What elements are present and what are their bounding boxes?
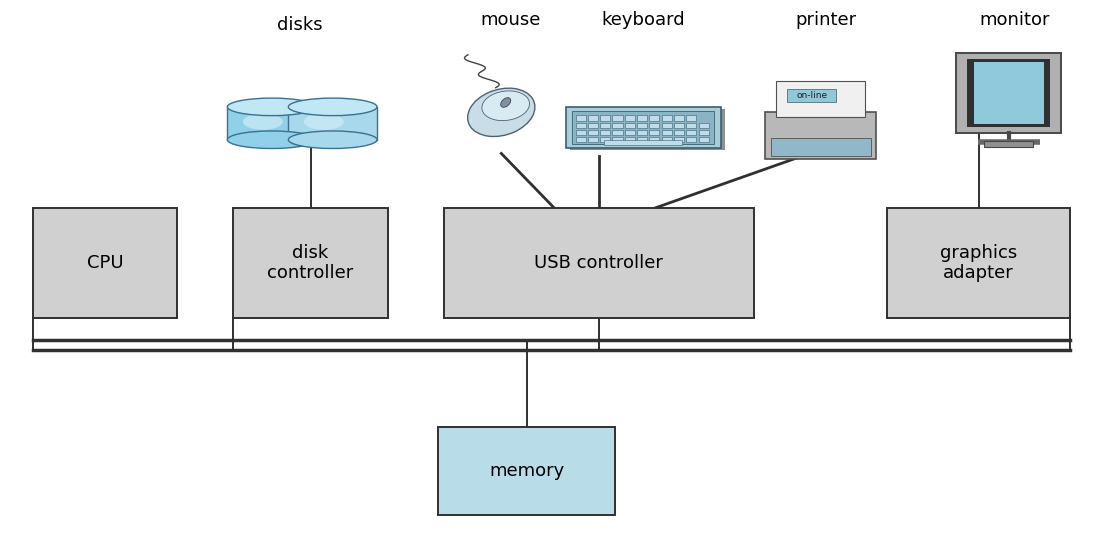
FancyBboxPatch shape (674, 123, 684, 128)
FancyBboxPatch shape (576, 137, 586, 142)
FancyBboxPatch shape (612, 137, 622, 142)
FancyBboxPatch shape (624, 137, 634, 142)
FancyBboxPatch shape (33, 208, 177, 318)
FancyBboxPatch shape (674, 115, 684, 121)
FancyBboxPatch shape (600, 123, 610, 128)
FancyBboxPatch shape (624, 123, 634, 128)
Text: monitor: monitor (979, 11, 1050, 29)
Text: on-line: on-line (796, 91, 827, 100)
FancyBboxPatch shape (572, 111, 714, 144)
FancyBboxPatch shape (787, 89, 836, 102)
FancyBboxPatch shape (233, 208, 388, 318)
FancyBboxPatch shape (637, 137, 648, 142)
FancyBboxPatch shape (674, 130, 684, 135)
FancyBboxPatch shape (576, 130, 586, 135)
Ellipse shape (468, 88, 535, 136)
Ellipse shape (304, 113, 344, 130)
FancyBboxPatch shape (765, 112, 876, 159)
FancyBboxPatch shape (624, 115, 634, 121)
FancyBboxPatch shape (662, 137, 672, 142)
FancyBboxPatch shape (974, 62, 1044, 124)
FancyBboxPatch shape (612, 115, 622, 121)
Text: USB controller: USB controller (535, 254, 663, 272)
Text: printer: printer (795, 11, 857, 29)
Ellipse shape (500, 98, 511, 107)
FancyBboxPatch shape (699, 130, 709, 135)
Ellipse shape (227, 131, 316, 149)
FancyBboxPatch shape (662, 115, 672, 121)
FancyBboxPatch shape (686, 115, 696, 121)
FancyBboxPatch shape (967, 59, 1050, 127)
Text: keyboard: keyboard (601, 11, 685, 29)
Text: memory: memory (489, 463, 564, 480)
FancyBboxPatch shape (985, 141, 1034, 147)
Polygon shape (288, 107, 377, 140)
Ellipse shape (482, 91, 529, 121)
FancyBboxPatch shape (662, 130, 672, 135)
FancyBboxPatch shape (887, 208, 1070, 318)
FancyBboxPatch shape (674, 137, 684, 142)
FancyBboxPatch shape (637, 115, 648, 121)
FancyBboxPatch shape (576, 123, 586, 128)
FancyBboxPatch shape (650, 137, 660, 142)
FancyBboxPatch shape (612, 123, 622, 128)
FancyBboxPatch shape (604, 140, 682, 145)
FancyBboxPatch shape (637, 130, 648, 135)
FancyBboxPatch shape (588, 115, 598, 121)
FancyBboxPatch shape (771, 138, 871, 156)
FancyBboxPatch shape (956, 53, 1061, 133)
Ellipse shape (288, 131, 377, 149)
Text: CPU: CPU (87, 254, 124, 272)
FancyBboxPatch shape (637, 123, 648, 128)
FancyBboxPatch shape (650, 123, 660, 128)
FancyBboxPatch shape (699, 123, 709, 128)
FancyBboxPatch shape (612, 130, 622, 135)
FancyBboxPatch shape (588, 137, 598, 142)
Text: disk
controller: disk controller (267, 244, 354, 282)
FancyBboxPatch shape (588, 123, 598, 128)
FancyBboxPatch shape (662, 123, 672, 128)
FancyBboxPatch shape (776, 81, 865, 117)
FancyBboxPatch shape (600, 137, 610, 142)
FancyBboxPatch shape (600, 115, 610, 121)
Text: mouse: mouse (480, 11, 540, 29)
FancyBboxPatch shape (588, 130, 598, 135)
FancyBboxPatch shape (686, 137, 696, 142)
FancyBboxPatch shape (686, 130, 696, 135)
Ellipse shape (243, 113, 283, 130)
FancyBboxPatch shape (566, 107, 721, 148)
FancyBboxPatch shape (576, 115, 586, 121)
Polygon shape (227, 107, 316, 140)
FancyBboxPatch shape (650, 115, 660, 121)
FancyBboxPatch shape (650, 130, 660, 135)
FancyBboxPatch shape (686, 123, 696, 128)
FancyBboxPatch shape (570, 109, 725, 150)
FancyBboxPatch shape (444, 208, 754, 318)
Ellipse shape (227, 98, 316, 116)
FancyBboxPatch shape (600, 130, 610, 135)
FancyBboxPatch shape (699, 137, 709, 142)
Text: disks: disks (276, 16, 323, 35)
Ellipse shape (288, 98, 377, 116)
FancyBboxPatch shape (624, 130, 634, 135)
Text: graphics
adapter: graphics adapter (940, 244, 1017, 282)
FancyBboxPatch shape (438, 427, 615, 515)
